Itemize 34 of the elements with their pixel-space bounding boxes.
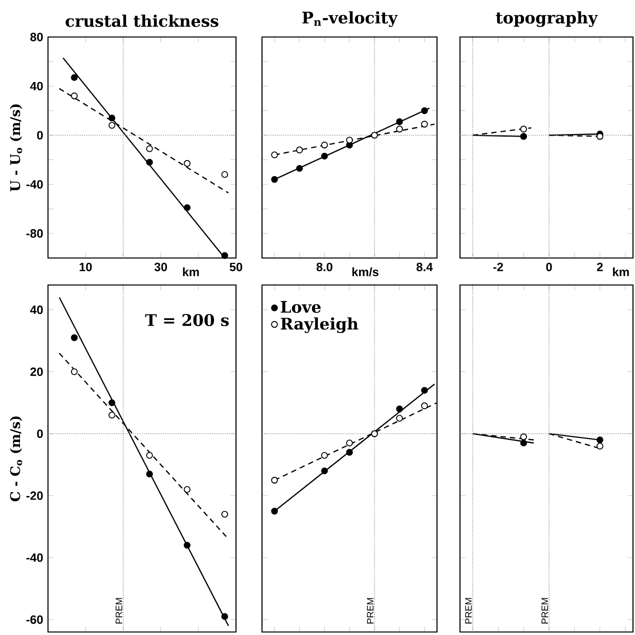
y-axis-title: U - U$_{o}$ (m/s) — [10, 104, 22, 192]
x-tick-label: 30 — [154, 262, 167, 272]
legend-label: Rayleigh — [280, 317, 358, 334]
x-tick-label: 0 — [546, 262, 552, 272]
x-axis-title: km — [613, 267, 629, 276]
chart-title: P$_{n}$-velocity — [302, 11, 398, 27]
ref-line-label: PREM — [465, 598, 472, 624]
x-tick-label: -2 — [493, 262, 504, 272]
y-axis-title: C - C$_{o}$ (m/s) — [10, 416, 22, 502]
ref-line-label: PREM — [116, 598, 122, 624]
y-tick-label: 80 — [30, 32, 43, 42]
y-tick-label: -20 — [26, 491, 43, 500]
x-tick-label: 10 — [80, 262, 92, 272]
ref-line-label: PREM — [367, 598, 374, 624]
annotation: T = 200 s — [145, 314, 229, 326]
y-tick-label: 40 — [30, 306, 43, 314]
y-tick-label: 20 — [30, 367, 43, 376]
x-tick-label: 2 — [597, 262, 603, 272]
y-tick-label: -80 — [26, 229, 43, 238]
x-axis-title: km/s — [352, 267, 378, 276]
x-tick-label: 50 — [230, 262, 242, 272]
y-tick-label: 0 — [37, 130, 43, 140]
y-tick-label: -40 — [26, 180, 43, 189]
y-tick-label: -60 — [26, 615, 43, 624]
x-tick-label: 8.4 — [416, 262, 433, 272]
chart-title: crustal thickness — [66, 14, 218, 27]
y-tick-label: -40 — [26, 553, 43, 562]
x-axis-title: km — [183, 267, 199, 276]
x-tick-label: 8.0 — [316, 262, 332, 272]
chart-title: topography — [496, 11, 598, 27]
legend-label: Love — [280, 301, 321, 313]
y-tick-label: 40 — [30, 82, 43, 90]
y-tick-label: 0 — [37, 429, 43, 438]
ref-line-label: PREM — [542, 598, 548, 624]
